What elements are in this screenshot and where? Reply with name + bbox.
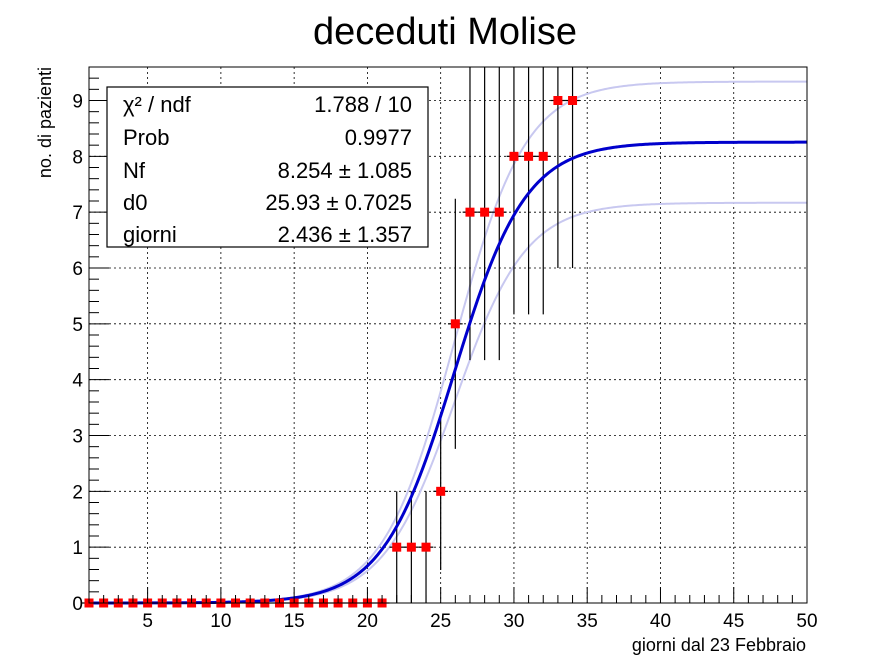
x-tick-label: 30 [503, 611, 524, 632]
data-point [553, 96, 563, 105]
data-point [494, 207, 504, 217]
x-tick-label: 50 [796, 611, 817, 632]
x-tick-label: 45 [723, 611, 744, 632]
x-tick-label: 10 [210, 611, 231, 632]
data-point [436, 486, 446, 496]
y-tick-label: 9 [72, 92, 83, 113]
data-point [450, 319, 460, 329]
y-tick-label: 5 [72, 315, 83, 336]
stats-value: 8.254 ± 1.085 [278, 158, 412, 183]
y-tick-label: 8 [72, 147, 83, 168]
data-point [568, 96, 578, 105]
data-point [465, 207, 475, 217]
stats-label: Nf [123, 158, 146, 183]
stats-label: Prob [123, 125, 169, 150]
x-tick-label: 40 [650, 611, 671, 632]
x-axis-title: giorni dal 23 Febbraio [632, 635, 806, 655]
fit-lower-band [89, 201, 807, 604]
x-tick-labels: 5 10 15 20 25 30 35 40 45 50 [142, 611, 817, 632]
y-tick-label: 2 [72, 482, 83, 503]
data-point [524, 151, 534, 161]
y-tick-label: 0 [72, 594, 83, 615]
data-point [509, 151, 519, 161]
y-tick-label: 4 [72, 371, 83, 392]
y-tick-labels: 0 1 2 3 4 5 6 7 8 9 [72, 92, 83, 616]
stats-label: d0 [123, 190, 147, 215]
stats-value: 1.788 / 10 [314, 92, 412, 117]
x-tick-label: 25 [430, 611, 451, 632]
axis-ticks [89, 66, 808, 603]
y-tick-label: 1 [72, 538, 83, 559]
stats-box-frame [106, 86, 429, 248]
data-point [421, 542, 431, 552]
data-point [538, 151, 548, 161]
stats-label: χ² / ndf [123, 92, 192, 117]
x-tick-label: 5 [142, 611, 153, 632]
y-tick-label: 6 [72, 259, 83, 280]
stats-value: 0.9977 [345, 125, 412, 150]
x-tick-label: 35 [577, 611, 598, 632]
data-point [392, 542, 402, 552]
y-axis-title: no. di pazienti [35, 67, 55, 178]
x-tick-label: 15 [284, 611, 305, 632]
stats-value: 2.436 ± 1.357 [278, 222, 412, 247]
data-point [480, 207, 490, 217]
data-point [406, 542, 416, 552]
x-tick-label: 20 [357, 611, 378, 632]
stats-value: 25.93 ± 0.7025 [265, 190, 412, 215]
chart-title: deceduti Molise [313, 11, 577, 53]
y-tick-label: 3 [72, 427, 83, 448]
y-tick-label: 7 [72, 203, 83, 224]
stats-label: giorni [123, 222, 177, 247]
stats-box: χ² / ndf 1.788 / 10 Prob 0.9977 Nf 8.254 ± 1.… [106, 86, 429, 248]
